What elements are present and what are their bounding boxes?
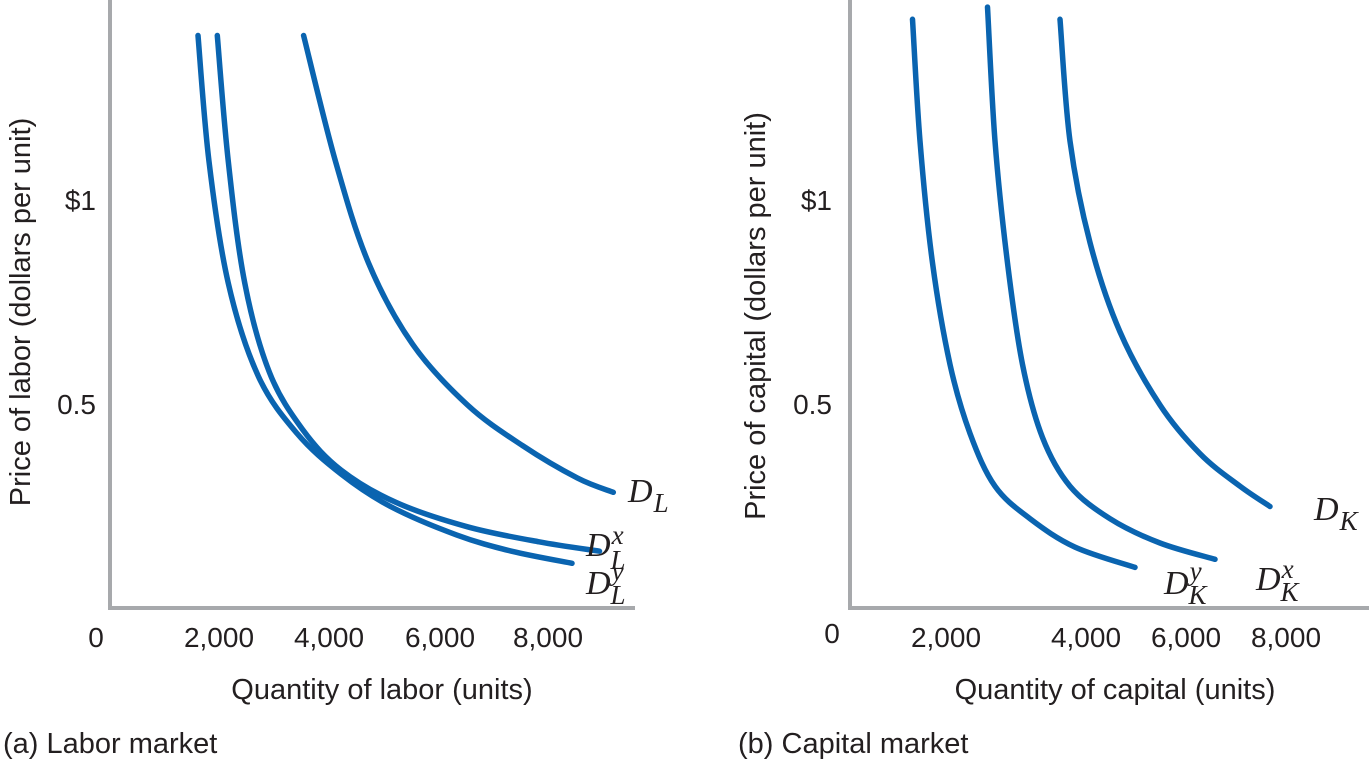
labor-curve-d-l-x <box>214 32 603 554</box>
curve-label-dl-y: Dy L <box>585 556 626 610</box>
curve-label-dk-x: Dx K <box>1255 554 1301 607</box>
capital-x-tick-6000: 6,000 <box>1151 622 1221 653</box>
capital-curve-d-k-y <box>909 16 1138 571</box>
labor-demand-curves <box>195 32 617 567</box>
capital-x-axis-title: Quantity of capital (units) <box>955 674 1276 706</box>
curve-label-dl-x: Dx L <box>585 520 626 575</box>
capital-origin-label: 0 <box>824 618 840 649</box>
labor-panel-caption: (a) Labor market <box>3 728 217 760</box>
labor-y-tick-1: $1 <box>65 185 96 216</box>
capital-curve-d-k <box>1057 16 1273 510</box>
labor-origin-label: 0 <box>88 622 104 653</box>
capital-panel-caption: (b) Capital market <box>738 728 968 760</box>
capital-x-tick-4000: 4,000 <box>1051 622 1121 653</box>
capital-curve-d-k-x <box>984 4 1218 563</box>
labor-x-tick-6000: 6,000 <box>405 622 475 653</box>
panel-capital-market: 0 2,000 4,000 6,000 8,000 $1 0.5 Quantit… <box>738 0 1369 760</box>
capital-y-axis-title: Price of capital (dollars per unit) <box>740 112 772 520</box>
labor-x-tick-8000: 8,000 <box>513 622 583 653</box>
capital-y-tick-05: 0.5 <box>793 389 832 420</box>
panel-labor-market: 0 2,000 4,000 6,000 8,000 $1 0.5 Quantit… <box>3 0 669 760</box>
curve-label-dk: DK <box>1313 491 1360 536</box>
labor-x-axis-title: Quantity of labor (units) <box>231 674 532 706</box>
labor-x-tick-4000: 4,000 <box>294 622 364 653</box>
capital-x-tick-2000: 2,000 <box>911 622 981 653</box>
labor-y-tick-05: 0.5 <box>57 389 96 420</box>
capital-x-tick-8000: 8,000 <box>1251 622 1321 653</box>
curve-label-dk-y: Dy K <box>1163 556 1209 610</box>
labor-y-axis-title: Price of labor (dollars per unit) <box>5 118 37 506</box>
capital-demand-curves <box>909 4 1273 571</box>
labor-curve-d-l <box>300 32 617 496</box>
labor-curve-d-l-y <box>195 32 575 567</box>
capital-y-tick-1: $1 <box>801 185 832 216</box>
curve-label-dl: DL <box>627 473 669 518</box>
labor-x-tick-2000: 2,000 <box>184 622 254 653</box>
